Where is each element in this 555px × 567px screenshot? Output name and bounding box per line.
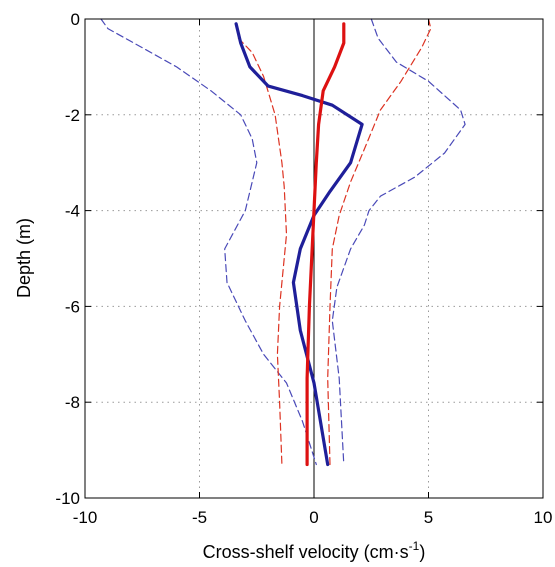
dashed-series-line [331, 18, 466, 466]
x-tick-label: 10 [534, 508, 553, 527]
y-tick-label: -4 [65, 202, 80, 221]
y-axis-label: Depth (m) [14, 218, 34, 298]
x-tick-label: 0 [309, 508, 318, 527]
tick-labels: -10 -5 0 5 10 0 -2 -4 -6 -8 -10 [55, 10, 552, 527]
x-tick-label: -10 [73, 508, 98, 527]
x-axis-label: Cross-shelf velocity (cm·s-1) [203, 539, 426, 562]
dashed-series-line [237, 37, 288, 466]
series-layer [100, 18, 466, 467]
solid-series-line [234, 22, 364, 467]
ticks [84, 18, 544, 499]
y-tick-label: -6 [65, 297, 80, 316]
x-tick-label: -5 [192, 508, 207, 527]
dashed-series-line [327, 18, 432, 466]
y-tick-label: -2 [65, 106, 80, 125]
x-tick-label: 5 [424, 508, 433, 527]
y-tick-label: 0 [71, 10, 80, 29]
y-tick-label: -8 [65, 393, 80, 412]
y-tick-label: -10 [55, 489, 80, 508]
dashed-series-line [100, 18, 317, 466]
solid-series-line [305, 22, 346, 467]
